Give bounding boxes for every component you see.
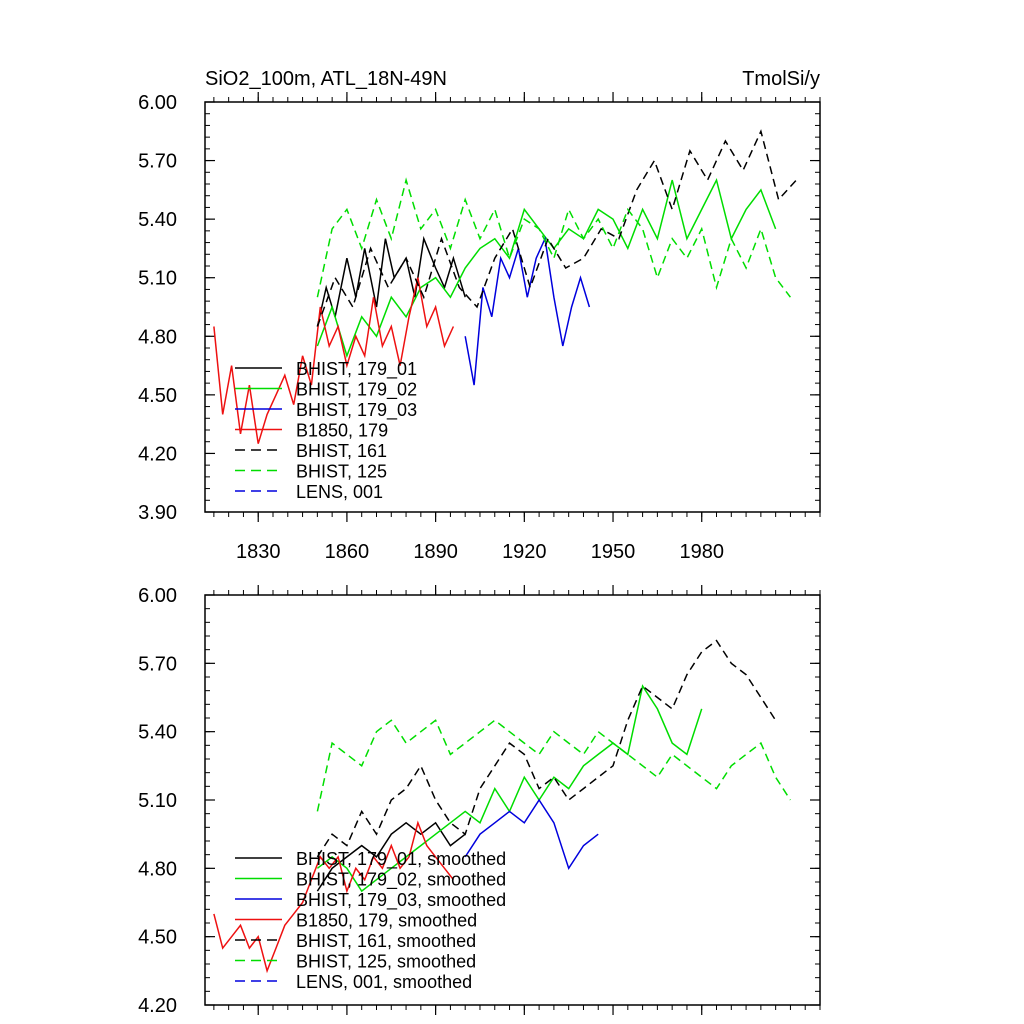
series-line xyxy=(464,236,591,386)
y-tick-label: 4.20 xyxy=(138,443,177,465)
y-tick-label: 5.70 xyxy=(138,151,177,173)
series-line xyxy=(213,277,455,444)
series-line xyxy=(213,820,454,974)
x-tick-label: 1920 xyxy=(502,541,547,563)
legend-label: BHIST, 179_01 xyxy=(296,359,417,380)
series-line xyxy=(316,177,777,359)
y-tick-label: 5.40 xyxy=(138,209,177,231)
y-tick-label: 5.40 xyxy=(138,722,177,744)
y-tick-label: 6.00 xyxy=(138,92,177,114)
x-tick-label: 1860 xyxy=(325,541,370,563)
series-line xyxy=(316,639,777,858)
legend-label: LENS, 001, smoothed xyxy=(296,972,472,992)
units-label: TmolSi/y xyxy=(742,68,820,90)
axis-ticks: 3.90 4.20 4.50 4.80 5.10 5.40 5.70 6.00 1830 1860… xyxy=(138,92,821,563)
y-tick-label: 4.20 xyxy=(138,995,177,1017)
y-tick-label: 4.80 xyxy=(138,858,177,880)
y-tick-label: 4.50 xyxy=(138,385,177,407)
plot-series xyxy=(213,639,792,974)
series-line xyxy=(316,719,792,812)
legend-label: BHIST, 179_02 xyxy=(296,380,417,401)
x-tick-label: 1980 xyxy=(679,541,724,563)
legend-label: BHIST, 161, smoothed xyxy=(296,931,476,951)
plot-frame xyxy=(204,101,821,513)
bottom-panel: 4.20 4.50 4.80 5.10 5.40 5.70 6.00 BHIST, 179_… xyxy=(138,585,821,1017)
y-tick-label: 5.10 xyxy=(138,790,177,812)
plot-frame xyxy=(204,594,821,1006)
legend-label: LENS, 001 xyxy=(296,482,383,502)
legend-label: BHIST, 179_03, smoothed xyxy=(296,890,506,911)
legend-label: BHIST, 125, smoothed xyxy=(296,952,476,972)
axis-ticks: 4.20 4.50 4.80 5.10 5.40 5.70 6.00 xyxy=(138,585,821,1017)
y-tick-label: 5.10 xyxy=(138,268,177,290)
panel-title: SiO2_100m, ATL_18N-49N xyxy=(205,68,447,90)
y-tick-label: 6.00 xyxy=(138,585,177,607)
y-tick-label: 3.90 xyxy=(138,502,177,524)
series-line xyxy=(316,235,466,327)
x-tick-label: 1890 xyxy=(413,541,458,563)
legend-label: B1850, 179, smoothed xyxy=(296,911,477,931)
y-tick-label: 4.50 xyxy=(138,927,177,949)
y-tick-label: 5.70 xyxy=(138,653,177,675)
plot-series xyxy=(213,129,797,444)
series-line xyxy=(464,798,599,871)
top-panel: SiO2_100m, ATL_18N-49N TmolSi/y 3.90 4.20… xyxy=(138,68,821,563)
legend-label: BHIST, 161 xyxy=(296,441,387,461)
y-tick-label: 4.80 xyxy=(138,326,177,348)
legend-label: BHIST, 179_02, smoothed xyxy=(296,870,506,891)
x-tick-label: 1950 xyxy=(591,541,636,563)
series-line xyxy=(316,129,797,327)
x-tick-label: 1830 xyxy=(236,541,281,563)
legend-label: BHIST, 179_01, smoothed xyxy=(296,849,506,870)
legend-label: BHIST, 125 xyxy=(296,462,387,482)
legend-label: BHIST, 179_03 xyxy=(296,400,417,421)
legend-label: B1850, 179 xyxy=(296,421,388,441)
series-line xyxy=(316,177,791,298)
